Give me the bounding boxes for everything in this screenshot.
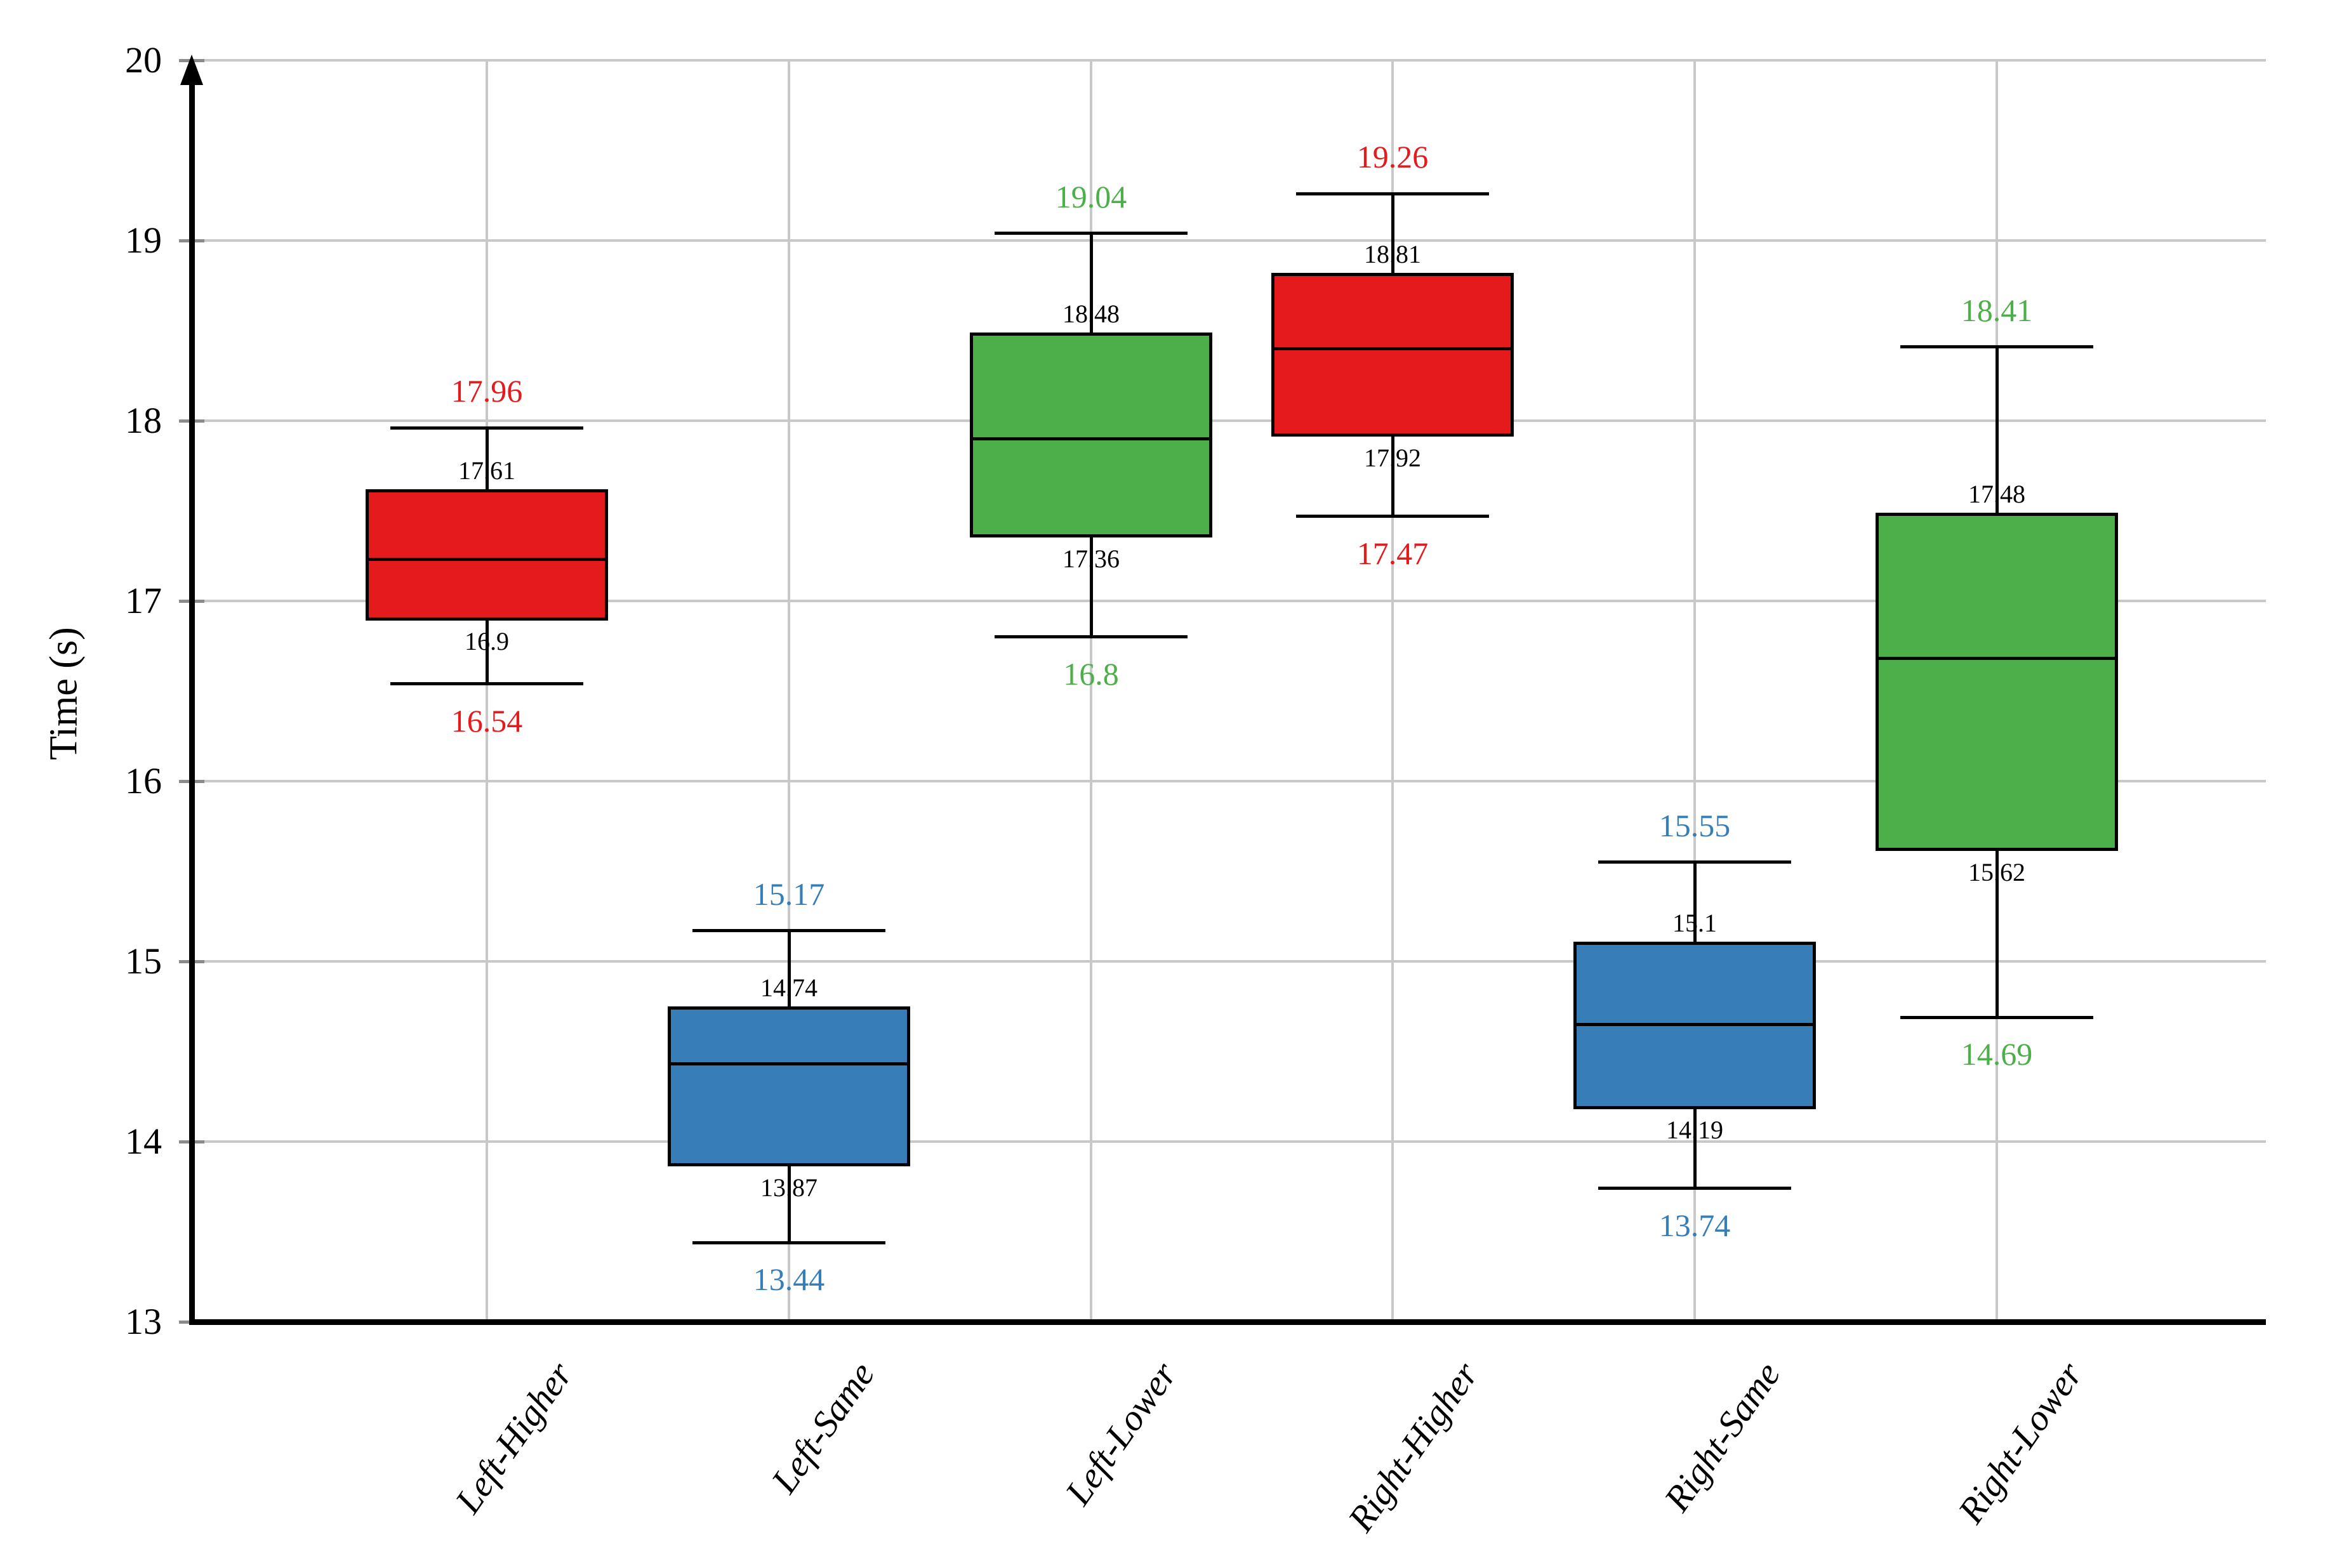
whisker-upper-right-same <box>1693 862 1697 944</box>
v-gridline-4 <box>1391 60 1394 1322</box>
v-gridline-2 <box>788 60 790 1322</box>
median-line-left-higher <box>366 558 608 562</box>
median-line-left-same <box>668 1062 910 1066</box>
label-min-left-lower: 16.8 <box>1063 656 1119 692</box>
whisker-lower-left-lower <box>1089 536 1093 637</box>
y-axis-line <box>189 69 195 1325</box>
h-gridline-17 <box>192 600 2266 602</box>
median-line-right-higher <box>1271 346 1514 350</box>
v-gridline-5 <box>1693 60 1696 1322</box>
label-q3-left-same: 14.74 <box>760 973 817 1002</box>
h-gridline-14 <box>192 1140 2266 1143</box>
h-gridline-16 <box>192 780 2266 782</box>
whisker-cap-min-right-same <box>1598 1187 1791 1190</box>
y-tick-label-16: 16 <box>125 760 162 801</box>
box-left-same <box>668 1006 910 1167</box>
whisker-upper-left-same <box>787 930 791 1008</box>
v-gridline-3 <box>1090 60 1092 1322</box>
whisker-lower-right-lower <box>1995 849 1999 1018</box>
label-q1-left-lower: 17.36 <box>1062 544 1120 573</box>
label-min-left-same: 13.44 <box>753 1262 825 1298</box>
whisker-cap-min-left-lower <box>995 635 1188 639</box>
y-tick-label-19: 19 <box>125 220 162 261</box>
label-min-left-higher: 16.54 <box>451 702 523 739</box>
label-q1-right-lower: 15.62 <box>1968 857 2025 886</box>
label-q3-right-lower: 17.48 <box>1968 479 2025 508</box>
y-tick-label-18: 18 <box>125 400 162 441</box>
whisker-upper-right-lower <box>1995 346 1999 515</box>
whisker-cap-max-right-same <box>1598 860 1791 864</box>
y-tick-label-15: 15 <box>125 940 162 982</box>
box-right-higher <box>1271 273 1514 437</box>
box-right-lower <box>1876 513 2118 852</box>
median-line-right-lower <box>1876 657 2118 661</box>
x-tick-label-left-same: Left-Same <box>763 1354 883 1501</box>
whisker-cap-max-right-higher <box>1296 192 1489 195</box>
label-q1-left-higher: 16.9 <box>465 627 509 656</box>
whisker-upper-left-lower <box>1089 233 1093 334</box>
h-gridline-19 <box>192 239 2266 242</box>
whisker-cap-max-left-lower <box>995 232 1188 235</box>
h-gridline-15 <box>192 960 2266 963</box>
x-tick-label-left-higher: Left-Higher <box>447 1354 581 1521</box>
whisker-cap-min-right-lower <box>1900 1015 2093 1019</box>
label-max-right-higher: 19.26 <box>1356 139 1429 175</box>
whisker-cap-min-right-higher <box>1296 515 1489 518</box>
whisker-lower-left-same <box>787 1164 791 1243</box>
label-q3-right-same: 15.1 <box>1672 908 1717 937</box>
label-q3-right-higher: 18.81 <box>1364 239 1421 268</box>
y-tick-label-20: 20 <box>125 39 162 81</box>
label-max-right-lower: 18.41 <box>1961 292 2033 328</box>
label-q1-left-same: 13.87 <box>760 1173 817 1202</box>
y-axis-arrowhead <box>180 55 203 85</box>
whisker-lower-right-same <box>1693 1107 1697 1189</box>
x-axis-line <box>189 1319 2266 1325</box>
box-left-lower <box>970 333 1212 538</box>
whisker-cap-max-right-lower <box>1900 345 2093 349</box>
label-q1-right-same: 14.19 <box>1666 1116 1723 1145</box>
label-q1-right-higher: 17.92 <box>1364 443 1421 472</box>
y-tick-label-14: 14 <box>125 1121 162 1162</box>
whisker-lower-left-higher <box>485 619 489 684</box>
h-gridline-20 <box>192 59 2266 62</box>
whisker-upper-left-higher <box>485 428 489 491</box>
label-max-left-same: 15.17 <box>753 876 825 912</box>
label-q3-left-lower: 18.48 <box>1062 299 1120 328</box>
median-line-right-same <box>1573 1022 1816 1026</box>
x-tick-label-right-lower: Right-Lower <box>1949 1354 2091 1531</box>
median-line-left-lower <box>970 437 1212 440</box>
y-tick-label-13: 13 <box>125 1301 162 1342</box>
whisker-upper-right-higher <box>1391 194 1394 275</box>
label-min-right-higher: 17.47 <box>1356 535 1429 571</box>
label-max-left-lower: 19.04 <box>1055 178 1127 214</box>
box-left-higher <box>366 489 608 621</box>
y-tick-label-17: 17 <box>125 580 162 621</box>
x-tick-label-left-lower: Left-Lower <box>1057 1354 1185 1512</box>
h-gridline-18 <box>192 419 2266 422</box>
label-max-right-same: 15.55 <box>1658 807 1731 843</box>
x-tick-label-right-same: Right-Same <box>1655 1354 1789 1519</box>
whisker-lower-right-higher <box>1391 435 1394 517</box>
label-min-right-same: 13.74 <box>1658 1207 1731 1243</box>
label-min-right-lower: 14.69 <box>1961 1036 2033 1072</box>
label-max-left-higher: 17.96 <box>451 373 523 409</box>
whisker-cap-min-left-same <box>692 1241 885 1244</box>
whisker-cap-min-left-higher <box>390 682 583 686</box>
whisker-cap-max-left-higher <box>390 426 583 430</box>
v-gridline-1 <box>486 60 488 1322</box>
x-tick-label-right-higher: Right-Higher <box>1339 1354 1486 1539</box>
whisker-cap-max-left-same <box>692 929 885 933</box>
label-q3-left-higher: 17.61 <box>458 456 515 485</box>
